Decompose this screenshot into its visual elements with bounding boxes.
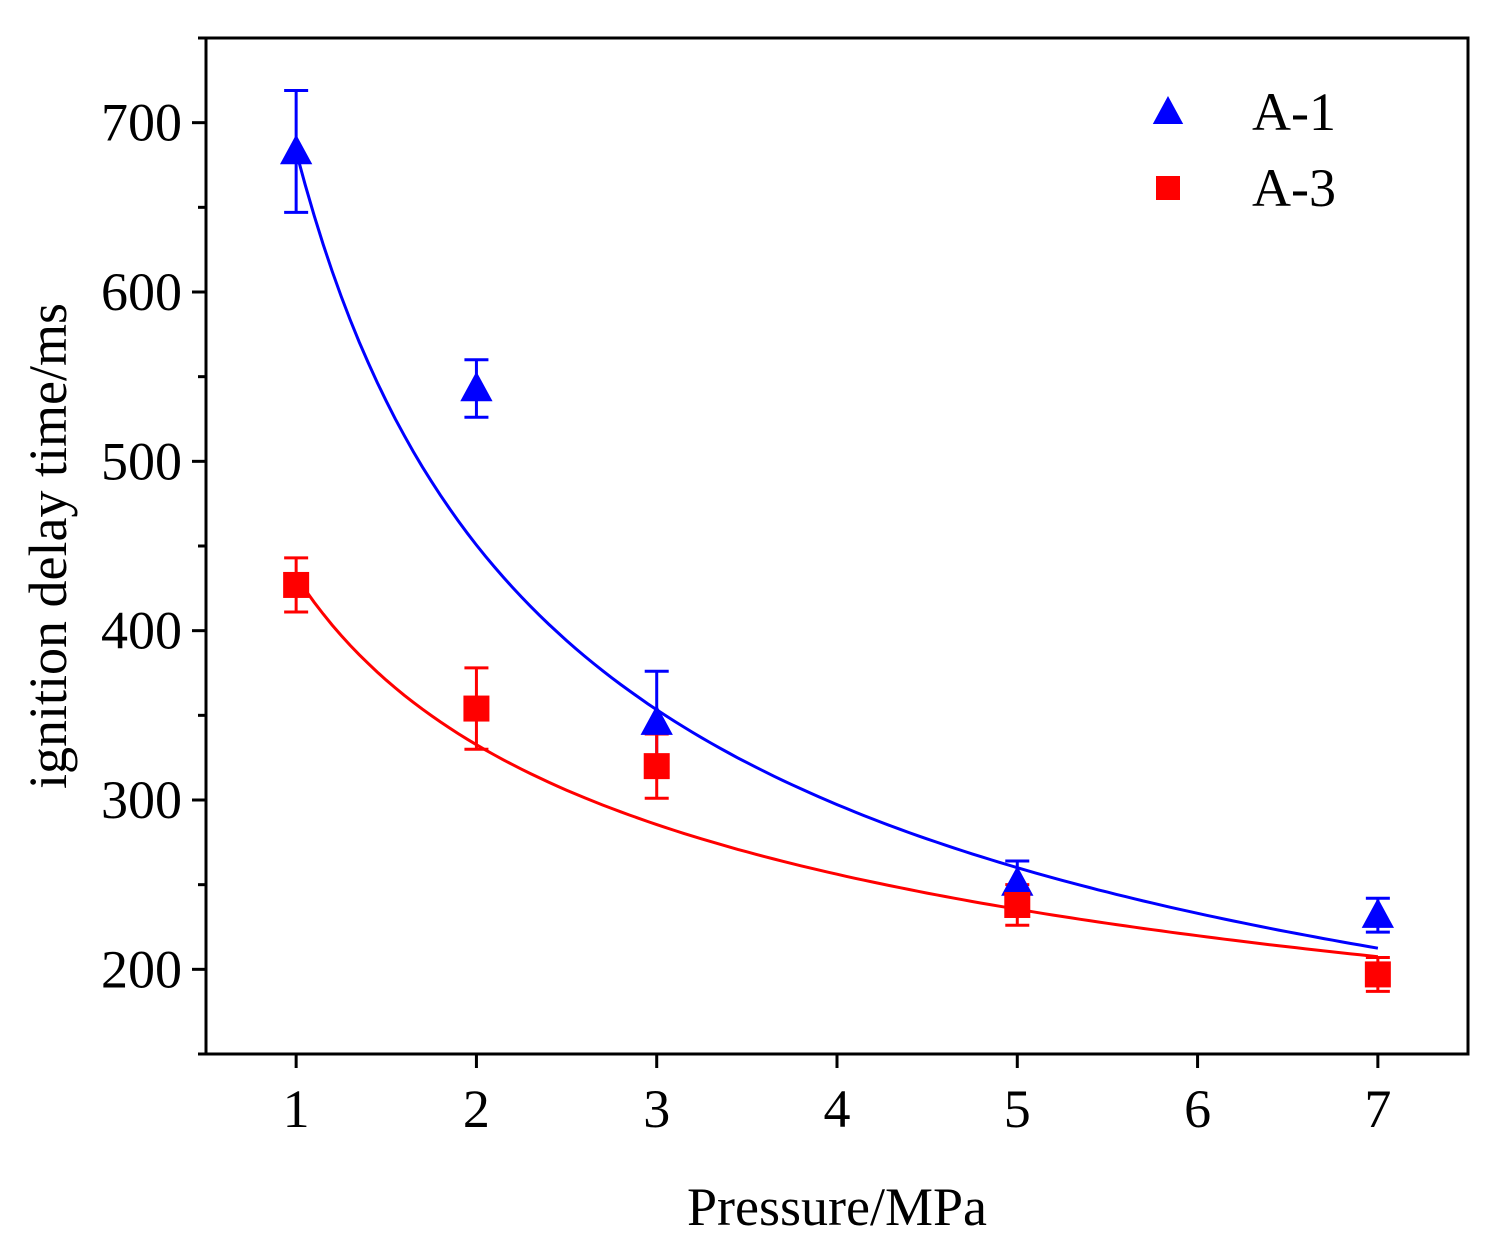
x-tick-label: 7 bbox=[1364, 1079, 1391, 1139]
data-markers bbox=[279, 134, 1395, 988]
legend-label-a-1: A-1 bbox=[1252, 82, 1336, 142]
data-point-a-3 bbox=[283, 571, 310, 598]
x-tick-label: 5 bbox=[1004, 1079, 1031, 1139]
data-point-a-1 bbox=[460, 371, 493, 402]
y-tick-label: 600 bbox=[101, 262, 182, 322]
x-tick-label: 1 bbox=[283, 1079, 310, 1139]
fit-curve-a-3 bbox=[294, 575, 1379, 959]
y-tick-label: 200 bbox=[101, 939, 182, 999]
fit-curve-a-1 bbox=[294, 151, 1379, 950]
legend-marker-a-1 bbox=[1152, 96, 1184, 124]
data-point-a-1 bbox=[1001, 865, 1034, 896]
data-point-a-3 bbox=[643, 753, 670, 780]
data-point-a-1 bbox=[640, 705, 673, 735]
fit-curves bbox=[294, 151, 1379, 959]
y-tick-label: 400 bbox=[101, 601, 182, 661]
legend-marker-a-3 bbox=[1156, 176, 1180, 200]
x-tick-label: 2 bbox=[463, 1079, 490, 1139]
y-axis: 200 300 400 500 600 700 bbox=[101, 36, 206, 1056]
legend-label-a-3: A-3 bbox=[1252, 158, 1336, 218]
data-point-a-1 bbox=[1361, 898, 1395, 928]
y-tick-label: 700 bbox=[101, 93, 182, 153]
legend: A-1A-3 bbox=[1152, 82, 1336, 218]
error-bars bbox=[284, 88, 1390, 993]
y-axis-title: ignition delay time/ms bbox=[18, 303, 78, 789]
x-tick-label: 6 bbox=[1184, 1079, 1211, 1139]
x-tick-label: 4 bbox=[824, 1079, 851, 1139]
data-point-a-1 bbox=[279, 134, 313, 165]
y-tick-label: 500 bbox=[101, 431, 182, 491]
data-point-a-3 bbox=[463, 695, 490, 722]
x-tick-label: 3 bbox=[643, 1079, 670, 1139]
data-point-a-3 bbox=[1364, 961, 1391, 988]
x-axis: 1 2 3 4 5 6 7 bbox=[283, 1054, 1391, 1139]
y-tick-label: 300 bbox=[101, 770, 182, 830]
x-axis-title: Pressure/MPa bbox=[687, 1177, 987, 1237]
data-point-a-3 bbox=[1004, 891, 1031, 918]
